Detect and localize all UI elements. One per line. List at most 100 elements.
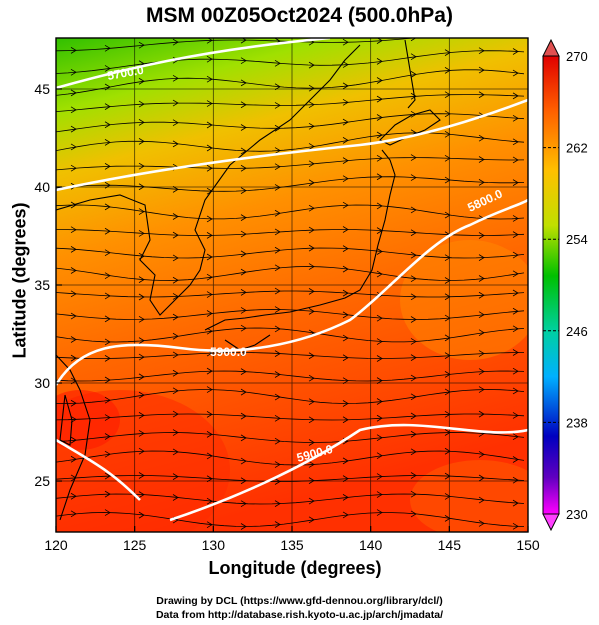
wind-arrow bbox=[444, 211, 451, 219]
wind-arrow bbox=[104, 272, 111, 280]
wind-arrow bbox=[342, 98, 349, 106]
wind-arrow bbox=[206, 327, 213, 335]
wind-arrow bbox=[240, 324, 247, 332]
wind-arrow bbox=[104, 315, 111, 323]
wind-arrow bbox=[240, 307, 247, 314]
wind-arrow bbox=[308, 398, 315, 406]
wind-arrow bbox=[376, 355, 383, 362]
wind-arrow bbox=[206, 521, 213, 529]
wind-arrow bbox=[240, 388, 247, 396]
wind-arrow bbox=[342, 400, 349, 407]
wind-arrow bbox=[70, 474, 77, 482]
wind-arrow bbox=[444, 352, 451, 359]
x-tick-label: 125 bbox=[123, 537, 147, 553]
colorbar-bar bbox=[542, 55, 560, 515]
wind-arrow bbox=[206, 431, 213, 438]
wind-arrow bbox=[206, 253, 213, 261]
x-tick-label: 150 bbox=[516, 537, 540, 553]
streamline bbox=[56, 69, 525, 96]
x-axis-ticks: 120 125 130 135 140 145 150 bbox=[44, 526, 540, 553]
y-axis-title: Latitude (degrees) bbox=[9, 202, 30, 359]
wind-arrow bbox=[376, 491, 383, 498]
wind-arrow bbox=[342, 457, 349, 465]
wind-arrow bbox=[240, 477, 247, 485]
wind-arrow bbox=[308, 61, 315, 69]
wind-arrow bbox=[206, 475, 213, 483]
wind-arrow bbox=[138, 353, 145, 361]
wind-arrow bbox=[444, 91, 451, 99]
wind-arrow bbox=[172, 410, 179, 418]
wind-arrow bbox=[410, 490, 417, 498]
wind-arrow bbox=[342, 265, 349, 273]
wind-arrow bbox=[206, 75, 213, 83]
wind-arrow bbox=[376, 270, 383, 278]
wind-arrow bbox=[138, 412, 145, 419]
colorbar-tick-label: 262 bbox=[566, 141, 588, 156]
chart-title: MSM 00Z05Oct2024 (500.0hPa) bbox=[146, 4, 453, 27]
colorbar-top-arrow bbox=[542, 38, 560, 57]
wind-arrow bbox=[172, 186, 179, 193]
streamline bbox=[56, 475, 525, 482]
wind-arrow bbox=[444, 130, 451, 138]
wind-arrow bbox=[172, 231, 179, 239]
wind-arrow bbox=[444, 410, 451, 418]
contour-label: 5700.0 bbox=[106, 63, 145, 83]
wind-arrow bbox=[70, 354, 77, 362]
wind-arrow bbox=[240, 523, 247, 530]
wind-arrow bbox=[512, 476, 519, 484]
wind-arrow bbox=[308, 477, 315, 484]
wind-arrow bbox=[376, 452, 383, 460]
wind-arrow bbox=[376, 398, 383, 405]
wind-arrow bbox=[70, 47, 77, 54]
wind-arrow bbox=[308, 84, 315, 92]
wind-arrow bbox=[308, 122, 315, 130]
wind-arrow bbox=[104, 83, 111, 91]
wind-arrow bbox=[478, 386, 485, 393]
wind-arrow bbox=[104, 472, 111, 480]
wind-arrow bbox=[342, 494, 349, 501]
wind-arrow bbox=[104, 433, 111, 440]
wind-arrow bbox=[172, 74, 179, 82]
wind-arrow bbox=[512, 499, 519, 507]
wind-arrow bbox=[138, 447, 145, 455]
wind-arrow bbox=[206, 310, 213, 317]
wind-arrow bbox=[308, 179, 315, 187]
streamline bbox=[56, 157, 525, 171]
wind-arrow bbox=[138, 138, 145, 145]
wind-arrow bbox=[444, 515, 451, 522]
wind-arrow bbox=[444, 493, 451, 500]
wind-arrow bbox=[512, 215, 519, 222]
wind-arrow bbox=[70, 336, 77, 343]
wind-arrow bbox=[512, 231, 519, 238]
colorbar: 270 262 254 246 238 230 bbox=[542, 38, 588, 532]
wind-arrow bbox=[376, 58, 383, 65]
wind-arrow bbox=[444, 472, 451, 480]
wind-arrow bbox=[342, 137, 349, 144]
wind-arrow bbox=[308, 288, 315, 295]
wind-arrow bbox=[104, 338, 111, 346]
wind-arrow bbox=[342, 226, 349, 233]
wind-arrow bbox=[376, 473, 383, 480]
wind-arrow bbox=[138, 276, 145, 283]
credit-drawing: Drawing by DCL (https://www.gfd-dennou.o… bbox=[156, 595, 443, 607]
wind-arrow bbox=[410, 338, 417, 345]
wind-arrow bbox=[172, 99, 179, 107]
wind-arrow bbox=[104, 44, 111, 52]
wind-arrow bbox=[410, 293, 417, 301]
wind-arrow bbox=[104, 227, 111, 235]
contour-label: 5900.0 bbox=[210, 345, 247, 359]
wind-arrow bbox=[512, 270, 519, 278]
wind-arrow bbox=[274, 393, 281, 401]
wind-arrow bbox=[512, 138, 519, 146]
wind-arrow bbox=[376, 434, 383, 442]
wind-arrow bbox=[104, 139, 111, 146]
wind-arrow bbox=[240, 434, 247, 442]
wind-arrow bbox=[410, 275, 417, 283]
wind-arrow bbox=[172, 387, 179, 395]
wind-arrow bbox=[478, 179, 485, 186]
wind-arrow bbox=[342, 289, 349, 297]
wind-arrow bbox=[274, 264, 281, 272]
x-tick-label: 145 bbox=[438, 537, 462, 553]
wind-arrow bbox=[376, 95, 383, 103]
